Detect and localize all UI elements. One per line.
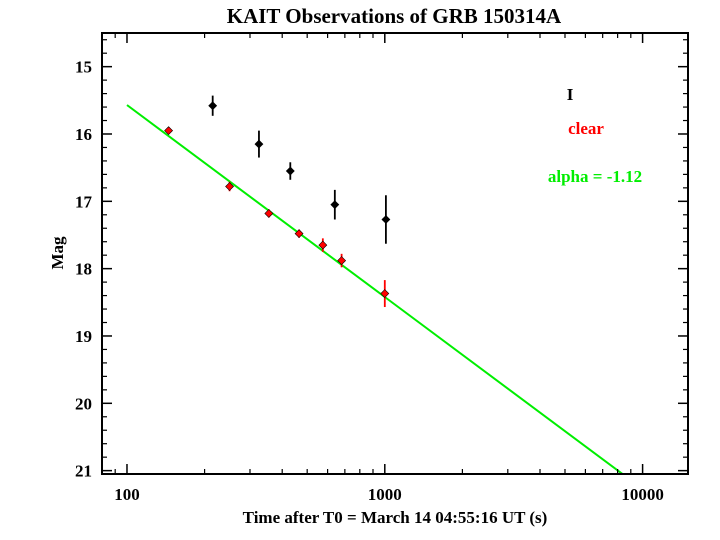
data-point — [254, 139, 264, 149]
legend-entry: clear — [568, 119, 604, 138]
data-point — [381, 215, 391, 224]
x-tick-label: 10000 — [621, 485, 664, 504]
data-point — [294, 229, 304, 239]
fit-layer — [126, 104, 625, 474]
y-tick-label: 17 — [75, 192, 93, 211]
fit-line — [126, 104, 625, 474]
plot-frame — [101, 32, 689, 475]
data-point — [264, 209, 274, 218]
ticks-layer: 100 1000 10000 15 16 17 18 19 20 21 — [75, 33, 688, 504]
data-point — [164, 126, 174, 136]
x-axis-title: Time after T0 = March 14 04:55:16 UT (s) — [243, 508, 548, 527]
data-point — [337, 256, 347, 265]
y-tick-label: 15 — [75, 58, 92, 77]
chart-title: KAIT Observations of GRB 150314A — [227, 4, 562, 28]
series-i — [208, 95, 391, 244]
data-point — [208, 101, 218, 111]
data-point — [380, 289, 390, 298]
points-layer — [164, 95, 391, 308]
y-tick-label: 20 — [75, 394, 92, 413]
y-axis-title: Mag — [48, 236, 67, 270]
y-tick-label: 16 — [75, 125, 92, 144]
data-point — [330, 200, 340, 210]
legend-entry: I — [567, 85, 574, 104]
data-point — [225, 182, 235, 191]
legend-entry: alpha = -1.12 — [548, 167, 642, 186]
series-clear — [164, 126, 390, 308]
data-point — [285, 166, 295, 176]
y-tick-label: 19 — [75, 327, 92, 346]
x-tick-label: 1000 — [368, 485, 402, 504]
frame-layer — [101, 32, 689, 475]
data-point — [318, 240, 328, 250]
x-tick-label: 100 — [114, 485, 140, 504]
y-tick-label: 21 — [75, 462, 92, 481]
y-tick-label: 18 — [75, 260, 92, 279]
